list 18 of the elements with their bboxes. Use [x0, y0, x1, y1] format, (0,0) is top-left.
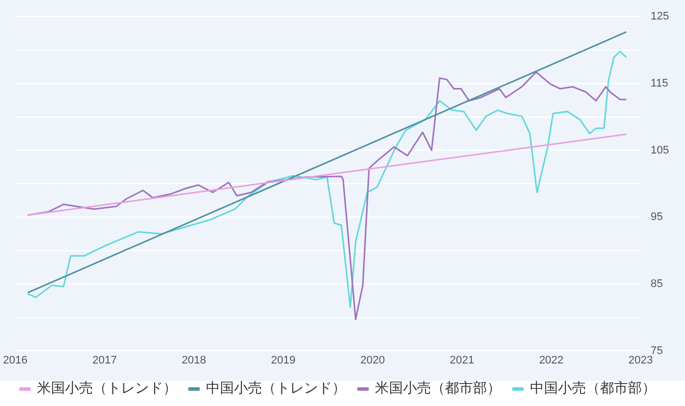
x-tick-label: 2017 [92, 354, 117, 366]
y-tick-label: 105 [650, 144, 670, 156]
legend-label: 中国小売（都市部） [530, 380, 656, 397]
y-tick-label: 95 [650, 211, 663, 224]
x-tick-label: 2018 [182, 354, 206, 366]
x-tick-label: 2023 [628, 354, 653, 366]
y-tick-label: 85 [650, 278, 663, 290]
x-tick-label: 2021 [450, 354, 474, 366]
legend-label: 米国小売（都市部） [375, 380, 501, 397]
x-tick-label: 2022 [539, 354, 564, 366]
y-tick-label: 115 [650, 77, 668, 90]
y-tick-label: 75 [650, 344, 663, 357]
legend-label: 米国小売（トレンド） [37, 380, 177, 397]
x-tick-label: 2019 [271, 354, 296, 366]
legend-label: 中国小売（トレンド） [206, 380, 346, 397]
x-tick-label: 2020 [360, 354, 385, 366]
x-tick-label: 2016 [2, 354, 28, 366]
y-tick-label: 125 [650, 10, 670, 23]
